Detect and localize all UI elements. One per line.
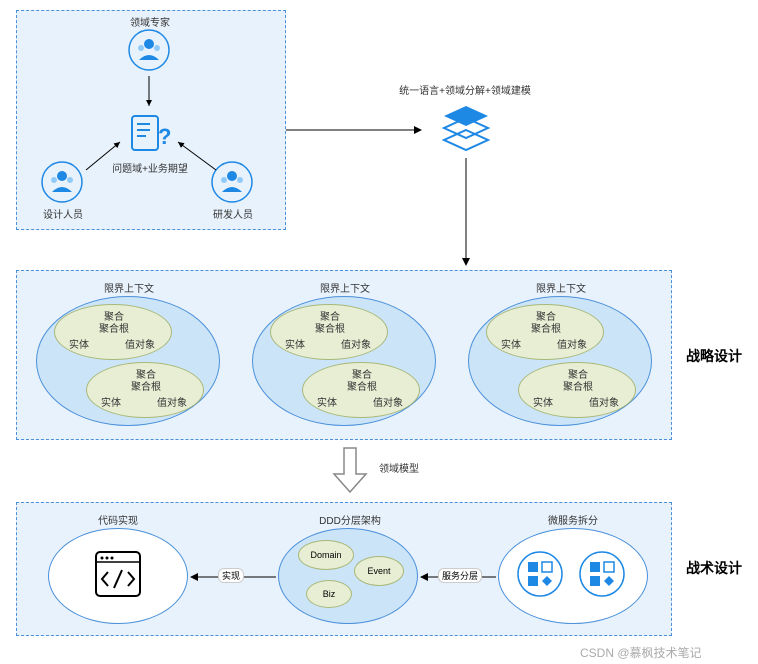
domain-layer: Domain — [298, 540, 354, 570]
tactical-title: 战术设计 — [686, 558, 742, 578]
aggroot-label2: 聚合根 — [124, 378, 168, 393]
domain-model-label: 领域模型 — [374, 460, 424, 475]
aggroot-label: 聚合根 — [92, 320, 136, 335]
modeling-label: 统一语言+领域分解+领域建模 — [390, 82, 540, 97]
biz-layer: Biz — [306, 580, 352, 608]
vo-label5: 值对象 — [550, 336, 594, 351]
layers-icon — [438, 100, 494, 156]
entity-label: 实体 — [64, 336, 94, 351]
vo-label6: 值对象 — [582, 394, 626, 409]
microservice-label: 微服务拆分 — [538, 512, 608, 527]
aggroot-label6: 聚合根 — [556, 378, 600, 393]
hollow-arrow-icon — [330, 446, 370, 496]
vo-label4: 值对象 — [366, 394, 410, 409]
aggroot-label5: 聚合根 — [524, 320, 568, 335]
svg-text:?: ? — [158, 124, 171, 149]
problem-label: 问题域+业务期望 — [108, 160, 192, 175]
entity-label5: 实体 — [496, 336, 526, 351]
people-icon — [40, 160, 84, 204]
strategic-title: 战略设计 — [686, 346, 742, 366]
developer-label: 研发人员 — [206, 206, 260, 221]
vo-label2: 值对象 — [150, 394, 194, 409]
bc-label-2: 限界上下文 — [310, 280, 380, 295]
arrow-to-modeling — [286, 120, 426, 140]
implement-label: 实现 — [218, 568, 244, 583]
code-icon — [92, 548, 144, 600]
entity-label2: 实体 — [96, 394, 126, 409]
people-icon — [127, 28, 171, 72]
component-icon — [578, 550, 626, 598]
vo-label3: 值对象 — [334, 336, 378, 351]
event-layer: Event — [354, 556, 404, 586]
aggroot-label4: 聚合根 — [340, 378, 384, 393]
entity-label4: 实体 — [312, 394, 342, 409]
document-question-icon: ? — [124, 110, 172, 158]
designer-label: 设计人员 — [36, 206, 90, 221]
watermark: CSDN @慕枫技术笔记 — [580, 644, 702, 661]
entity-label3: 实体 — [280, 336, 310, 351]
layered-label: DDD分层架构 — [310, 512, 390, 527]
service-layer-label: 服务分层 — [438, 568, 482, 583]
vo-label: 值对象 — [118, 336, 162, 351]
entity-label6: 实体 — [528, 394, 558, 409]
people-icon — [210, 160, 254, 204]
code-label: 代码实现 — [88, 512, 148, 527]
aggroot-label3: 聚合根 — [308, 320, 352, 335]
domain-expert-label: 领域专家 — [115, 14, 185, 29]
bc-label-3: 限界上下文 — [526, 280, 596, 295]
arrow-down-1 — [461, 158, 473, 268]
bc-label-1: 限界上下文 — [94, 280, 164, 295]
component-icon — [516, 550, 564, 598]
